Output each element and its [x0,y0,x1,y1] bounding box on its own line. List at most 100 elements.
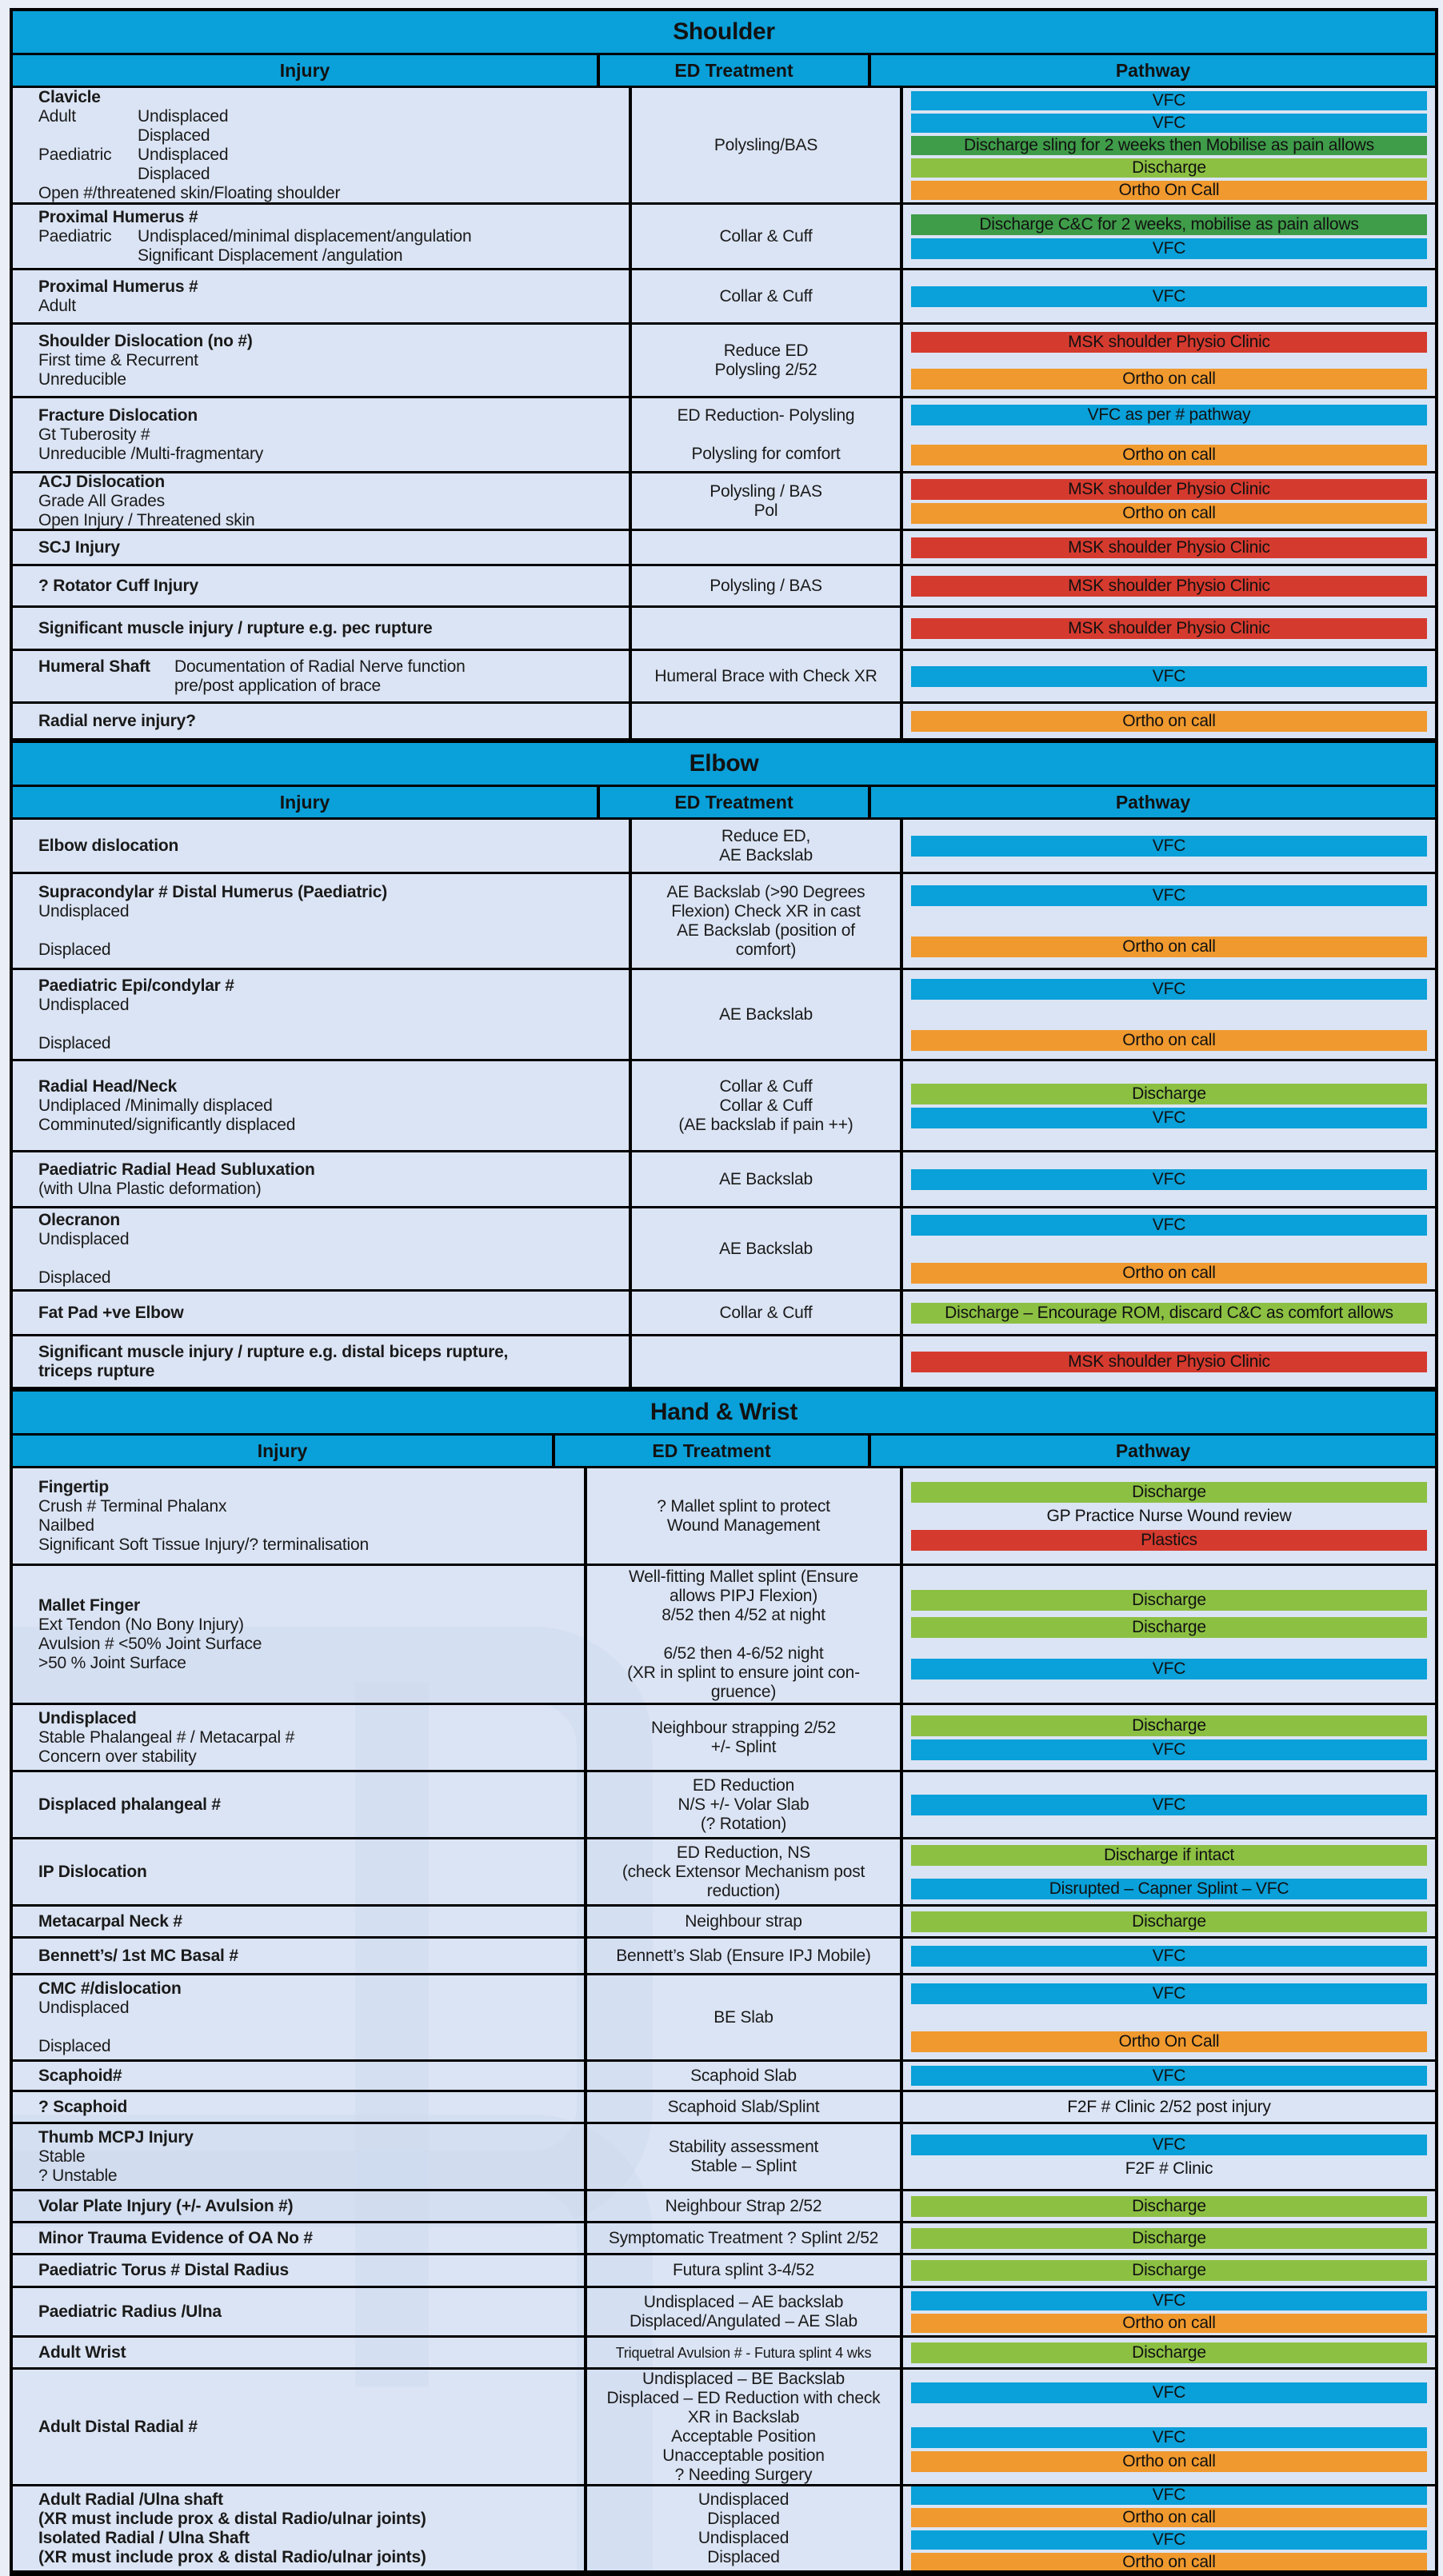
ed-treatment-line: Neighbour strap [685,1911,802,1931]
injury-cell: Paediatric Epi/condylar # Undisplaced Disp… [13,970,629,1059]
pathway-bar-lgreen: Discharge [911,1911,1427,1932]
table-row: Radial Head/Neck Undiplaced /Minimally di… [13,1061,1435,1152]
injury-cell: SCJ Injury [13,531,629,564]
pathway-bar-blue: VFC [911,286,1427,307]
injury-line: Paediatric Radius /Ulna [38,2302,578,2322]
section-title-shoulder: Shoulder [13,11,1435,55]
ed-treatment-line: Undisplaced – AE backslab [643,2292,844,2311]
ed-treatment-line: Collar & Cuff [719,1076,813,1096]
injury-line: IP Dislocation [38,1863,578,1882]
injury-cell: Metacarpal Neck # [13,1907,584,1936]
injury-line: >50 % Joint Surface [38,1654,578,1673]
injury-line: Clavicle [38,88,622,107]
injury-line-text: Stable Phalangeal # / Metacarpal # [38,1727,295,1747]
injury-line-label: Paediatric [38,145,112,164]
ed-treatment-line: Triquetral Avulsion # - Futura splint 4 … [615,2344,872,2361]
table-row: Clavicle Adult Undisplaced Displaced Paediat… [13,88,1435,205]
table-row: Adult Distal Radial # Undisplaced – BE Ba… [13,2370,1435,2486]
pathway-note: F2F # Clinic 2/52 post injury [1067,2097,1271,2116]
injury-line: Displaced [38,165,622,184]
pathway-cell: MSK shoulder Physio Clinic [900,1336,1435,1387]
ed-treatment-line: Scaphoid Slab/Splint [667,2097,820,2116]
pathway-cell: VFC [900,1939,1435,1973]
injury-cell: Minor Trauma Evidence of OA No # [13,2223,584,2253]
table-row: Displaced phalangeal # ED Reduction N/S +/… [13,1772,1435,1839]
pathway-bar-blue: VFC [911,665,1427,687]
ed-treatment-line: Polysling for comfort [691,444,841,463]
injury-line-text: Adult Distal Radial # [38,2417,198,2436]
pathway-bar-blue: VFC [911,2066,1427,2086]
injury-line [38,921,622,941]
injury-cell: Adult Wrist [13,2338,584,2367]
pathway-cell: MSK shoulder Physio Clinic [900,566,1435,605]
injury-line-text: Avulsion # <50% Joint Surface [38,1634,262,1653]
pathway-cell: VFC [900,1772,1435,1837]
ed-treatment-line: Reduce ED [723,341,809,360]
pathway-cell: MSK shoulder Physio Clinic [900,531,1435,564]
ed-treatment-line: Undisplaced – BE Backslab [642,2370,845,2388]
table-row: Thumb MCPJ Injury Stable? Unstable Stabili… [13,2124,1435,2191]
injury-line: ? Unstable [38,2167,578,2186]
injury-line: ACJ Dislocation [38,473,622,492]
injury-line-text: Proximal Humerus # [38,207,198,226]
ed-treatment-cell: Scaphoid Slab/Splint [584,2092,900,2122]
ed-treatment-cell: ED Reduction- Polysling Polysling for com… [629,398,900,471]
pathway-cell: Discharge [900,2191,1435,2221]
ed-treatment-cell: Polysling / BAS [629,566,900,605]
injury-line: Thumb MCPJ Injury [38,2128,578,2147]
table-row: Metacarpal Neck # Neighbour strap Discharg… [13,1907,1435,1939]
injury-line-text: Metacarpal Neck # [38,1911,182,1931]
injury-line-text: Adult [38,296,76,315]
injury-line: Paediatric Undisplaced/minimal displaceme… [38,227,622,246]
injury-line-text: Open Injury / Threatened skin [38,510,255,529]
ed-treatment-line: allows PIPJ Flexion) [669,1586,818,1605]
ed-treatment-cell: Symptomatic Treatment ? Splint 2/52 [584,2223,900,2253]
pathway-spacer [905,1612,1433,1615]
pathway-bar-red: MSK shoulder Physio Clinic [911,617,1427,639]
table-row: SCJ Injury MSK shoulder Physio Clinic [13,531,1435,566]
ed-treatment-cell: Collar & Cuff [629,1292,900,1334]
injury-line-label [38,126,138,146]
injury-line-label: Humeral Shaft [38,657,150,676]
pathway-bar-blue: VFC [911,835,1427,857]
table-row: Proximal Humerus # Paediatric Undisplaced/… [13,205,1435,270]
injury-line-text: Displaced [38,940,111,959]
injury-line-label [38,677,174,696]
pathway-bar-blue: Disrupted – Capner Splint – VFC [911,1878,1427,1899]
injury-line: Open Injury / Threatened skin [38,511,622,529]
pathway-cell: Discharge [900,2338,1435,2367]
ed-treatment-line: ? Needing Surgery [674,2465,813,2484]
column-header-row: Injury ED Treatment Pathway [13,1436,1435,1468]
injury-line: Proximal Humerus # [38,278,622,297]
pathway-bar-blue: VFC [911,2426,1427,2448]
ed-treatment-cell: AE Backslab [629,1152,900,1206]
pathway-bar-orange: Ortho on call [911,2313,1427,2333]
pathway-cell: Discharge C&C for 2 weeks, mobilise as p… [900,205,1435,268]
injury-line: Mallet Finger [38,1596,578,1615]
injury-line: Bennett’s/ 1st MC Basal # [38,1947,578,1966]
ed-treatment-cell: Polysling / BAS Pol [629,473,900,529]
ed-treatment-cell: ? Mallet splint to protect Wound Manageme… [584,1468,900,1564]
table-row: Adult Radial /Ulna shaft (XR must include… [13,2486,1435,2573]
table-row: Scaphoid# Scaphoid Slab VFC [13,2062,1435,2092]
column-header-pathway: Pathway [868,55,1435,86]
ed-treatment-cell [629,1336,900,1387]
injury-line: Fingertip [38,1478,578,1497]
ed-treatment-cell [629,704,900,738]
pathway-bar-blue: VFC [911,1983,1427,2004]
pathway-bar-blue: VFC [911,978,1427,1000]
injury-cell: Adult Radial /Ulna shaft (XR must include… [13,2486,584,2570]
injury-line-text: (with Ulna Plastic deformation) [38,1179,262,1198]
injury-line: Humeral Shaft Documentation of Radial Ner… [38,657,622,677]
table-row: Fracture Dislocation Gt Tuberosity # Unred… [13,398,1435,473]
ed-treatment-cell [629,531,900,564]
pathway-bar-orange: Ortho on call [911,444,1427,465]
ed-treatment-cell: Bennett’s Slab (Ensure IPJ Mobile) [584,1939,900,1973]
pathway-bar-blue: VFC as per # pathway [911,404,1427,425]
injury-cell: Bennett’s/ 1st MC Basal # [13,1939,584,1973]
pathway-bar-blue: VFC [911,1739,1427,1760]
ed-treatment-line: (AE backslab if pain ++) [678,1115,853,1134]
table-row: Olecranon Undisplaced Displaced AE Backslab… [13,1208,1435,1292]
pathway-cell: MSK shoulder Physio Clinic [900,608,1435,649]
column-header-ed-treatment: ED Treatment [597,55,868,86]
